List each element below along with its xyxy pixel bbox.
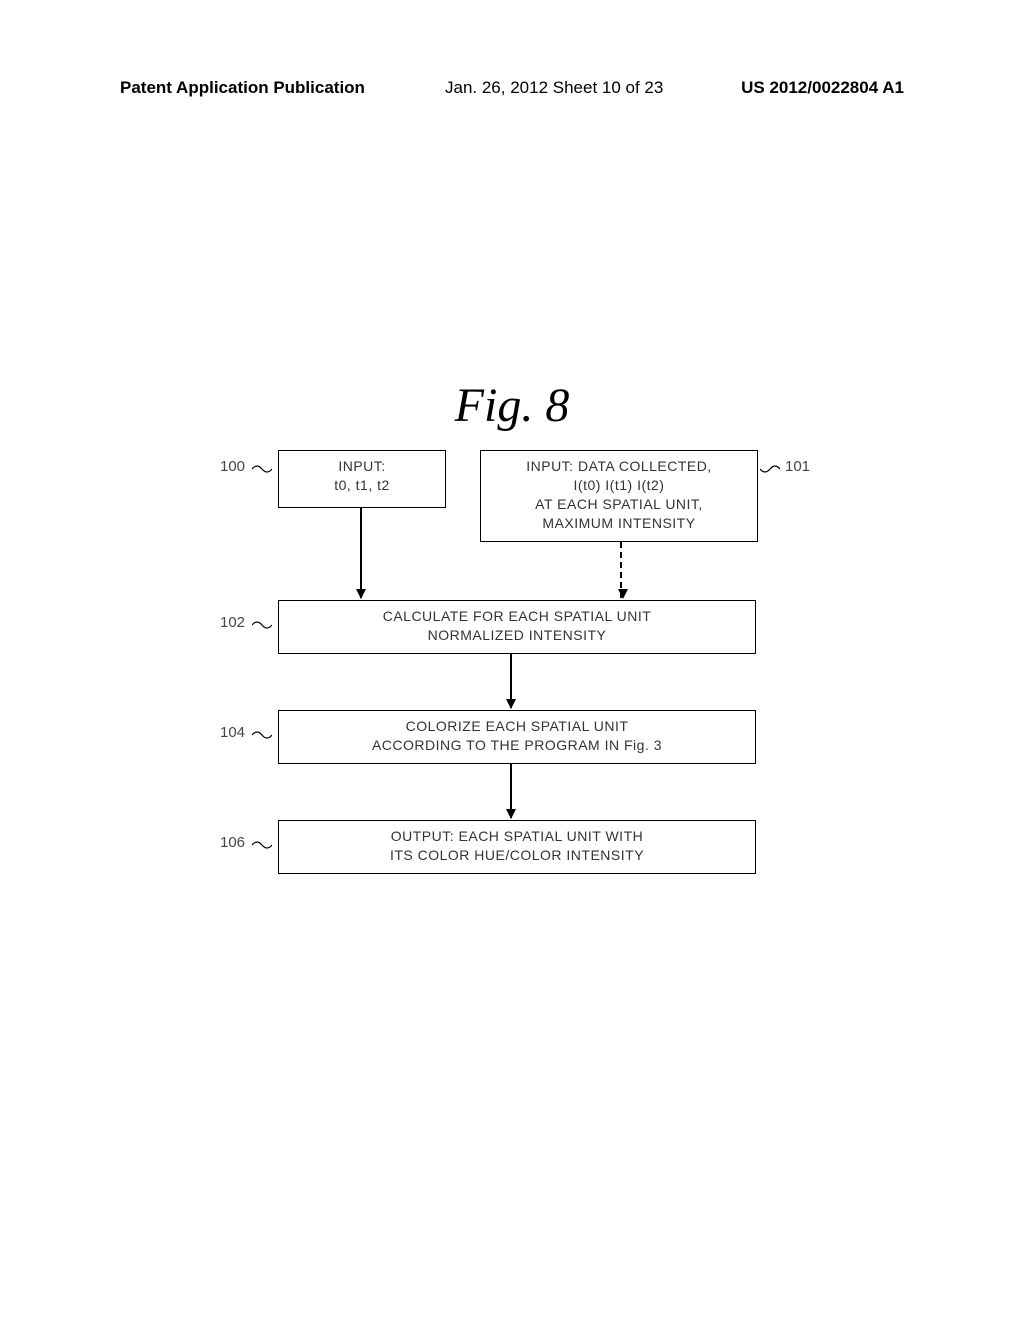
figure-title: Fig. 8 (0, 378, 1024, 433)
leader-100 (252, 462, 272, 474)
box-output: OUTPUT: EACH SPATIAL UNIT WITH ITS COLOR… (278, 820, 756, 874)
box101-line4: MAXIMUM INTENSITY (489, 514, 749, 533)
arrow-102-104 (510, 654, 512, 708)
box-input-data: INPUT: DATA COLLECTED, I(t0) I(t1) I(t2)… (480, 450, 758, 542)
leader-104 (252, 728, 272, 740)
box102-line1: CALCULATE FOR EACH SPATIAL UNIT (287, 607, 747, 626)
box101-line2: I(t0) I(t1) I(t2) (489, 476, 749, 495)
arrow-101-102 (620, 542, 624, 598)
leader-101 (760, 462, 780, 474)
box100-line2: t0, t1, t2 (287, 476, 437, 495)
header-left: Patent Application Publication (120, 78, 365, 98)
box104-line2: ACCORDING TO THE PROGRAM IN Fig. 3 (287, 736, 747, 755)
box104-line1: COLORIZE EACH SPATIAL UNIT (287, 717, 747, 736)
box-calculate: CALCULATE FOR EACH SPATIAL UNIT NORMALIZ… (278, 600, 756, 654)
box106-line2: ITS COLOR HUE/COLOR INTENSITY (287, 846, 747, 865)
header-right: US 2012/0022804 A1 (741, 78, 904, 98)
arrow-100-102 (360, 508, 362, 598)
box-input-times: INPUT: t0, t1, t2 (278, 450, 446, 508)
header-center: Jan. 26, 2012 Sheet 10 of 23 (445, 78, 663, 98)
box101-line3: AT EACH SPATIAL UNIT, (489, 495, 749, 514)
box106-line1: OUTPUT: EACH SPATIAL UNIT WITH (287, 827, 747, 846)
ref-104: 104 (220, 724, 245, 741)
ref-100: 100 (220, 458, 245, 475)
box101-line1: INPUT: DATA COLLECTED, (489, 457, 749, 476)
arrow-104-106 (510, 764, 512, 818)
box100-line1: INPUT: (287, 457, 437, 476)
leader-106 (252, 838, 272, 850)
ref-106: 106 (220, 834, 245, 851)
ref-101: 101 (785, 458, 810, 475)
box102-line2: NORMALIZED INTENSITY (287, 626, 747, 645)
box-colorize: COLORIZE EACH SPATIAL UNIT ACCORDING TO … (278, 710, 756, 764)
leader-102 (252, 618, 272, 630)
ref-102: 102 (220, 614, 245, 631)
